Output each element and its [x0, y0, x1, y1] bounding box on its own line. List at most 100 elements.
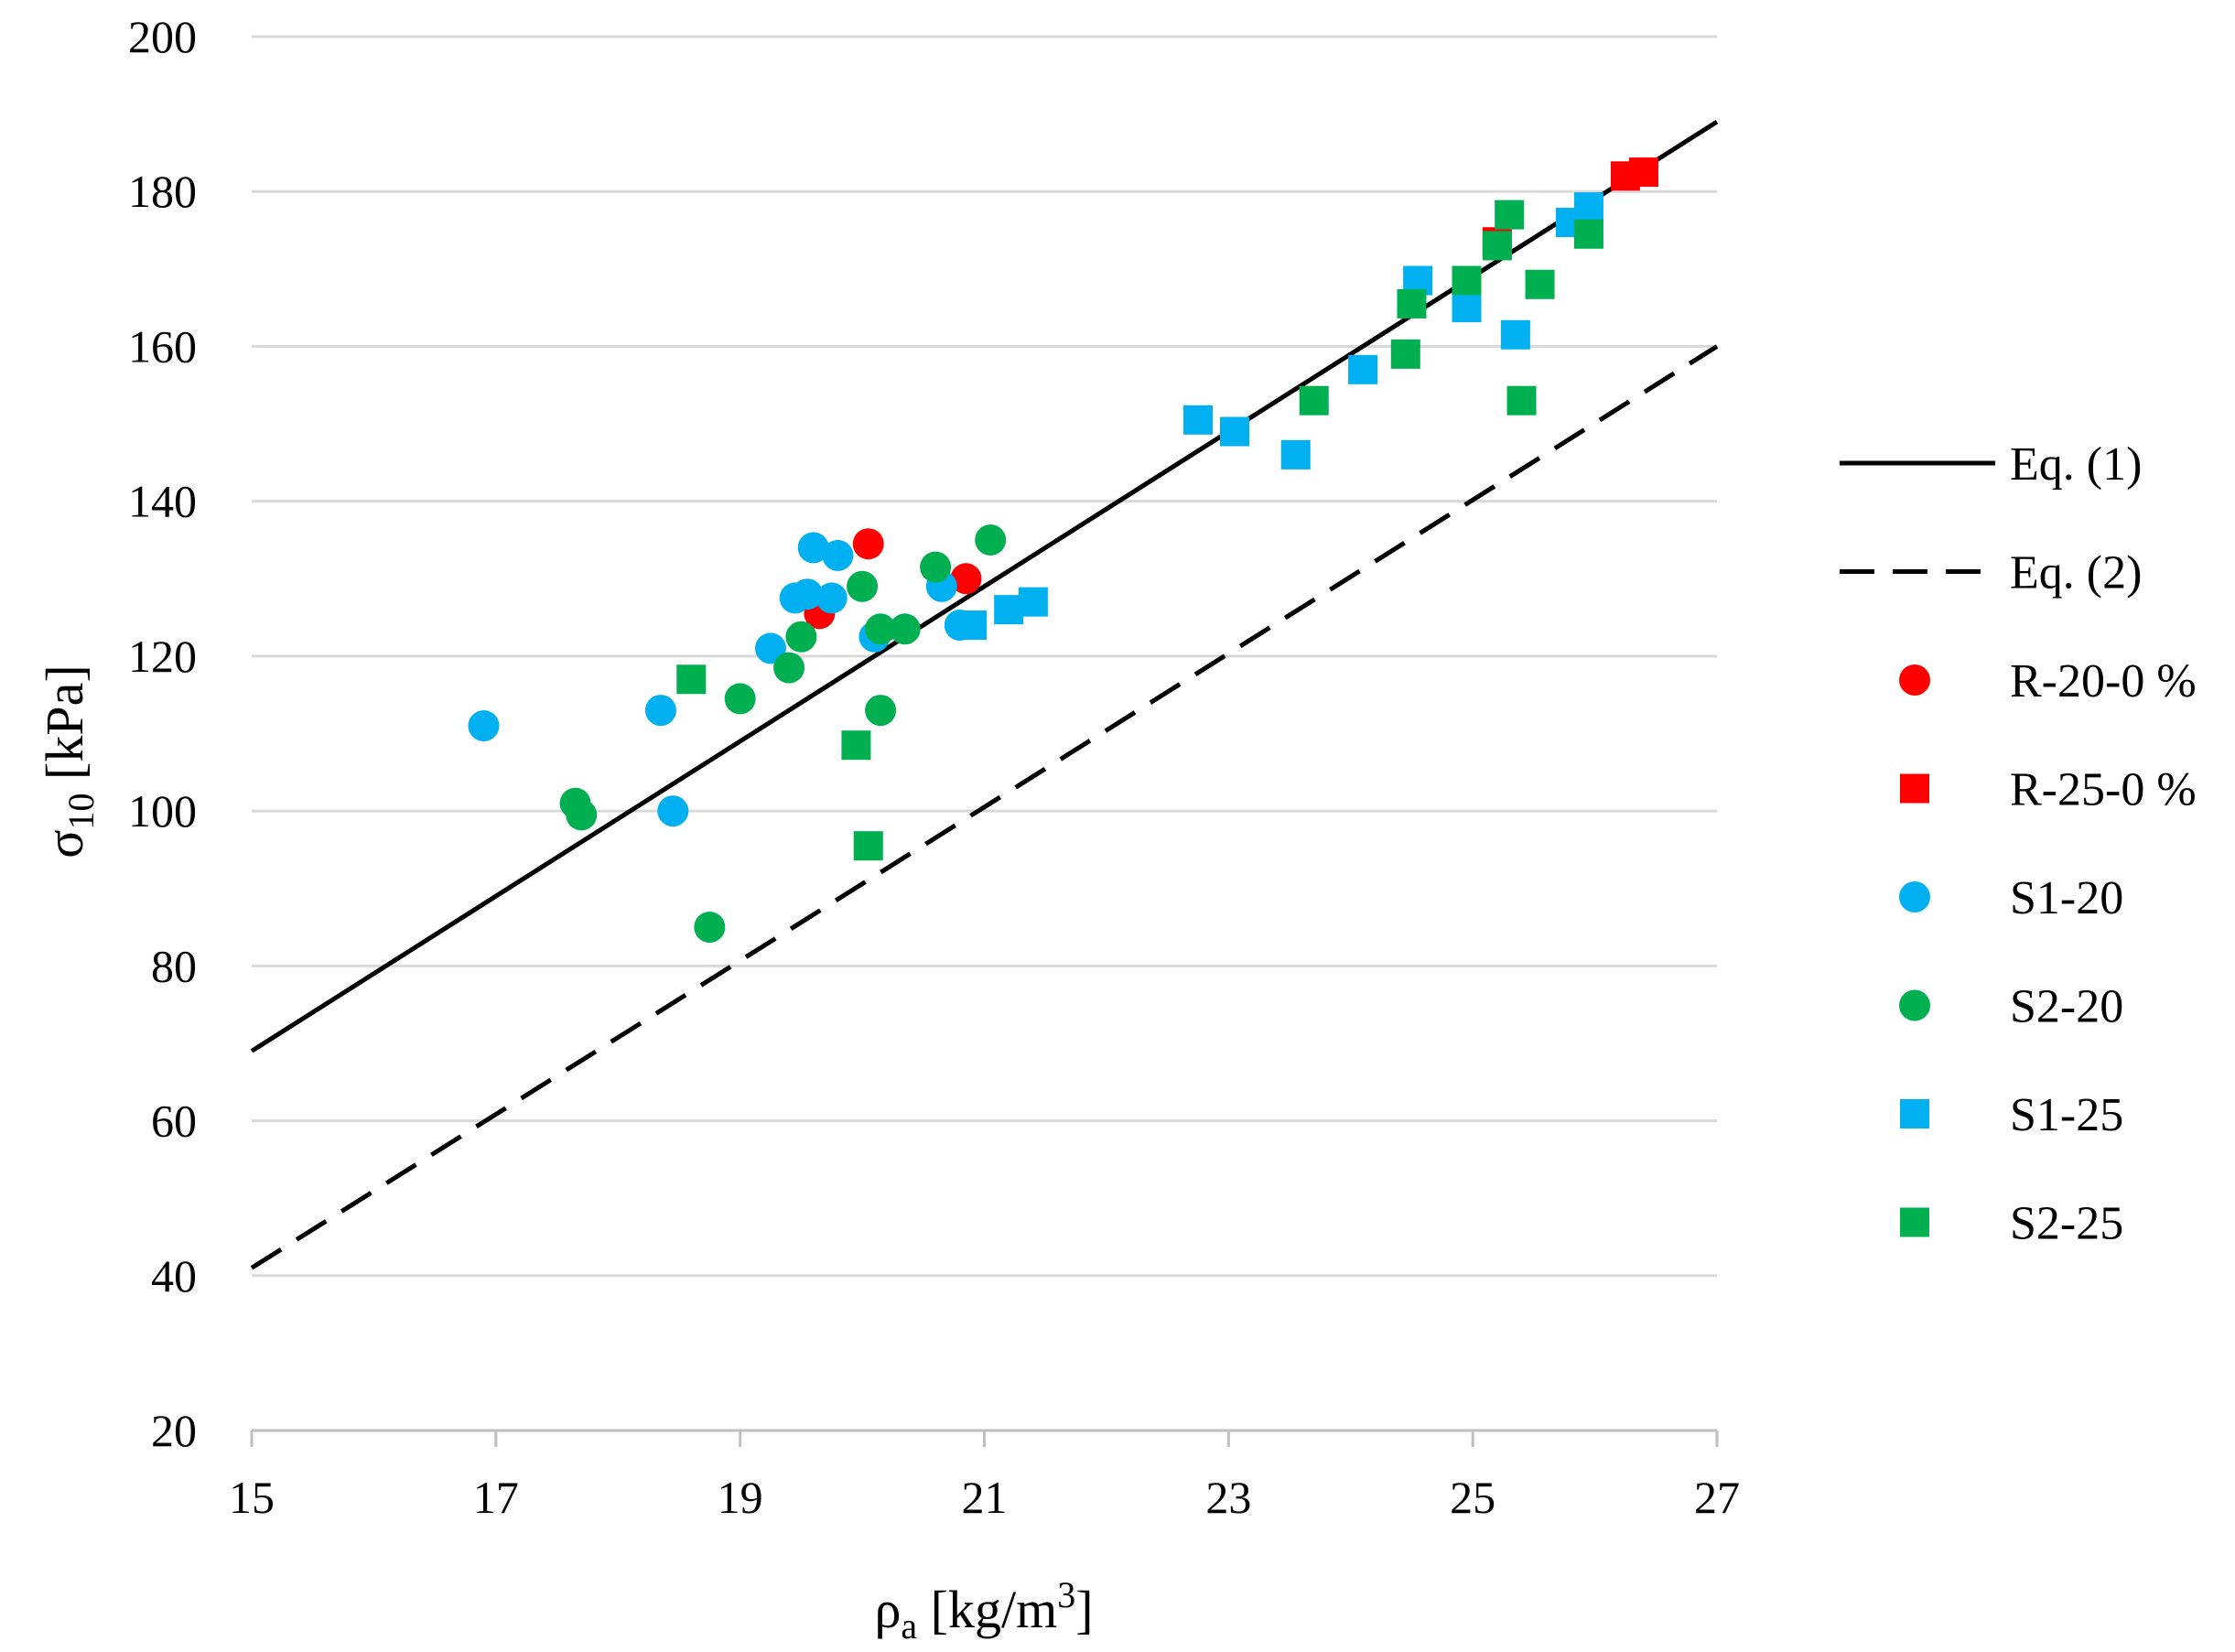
eq-line-2: [250, 344, 1719, 1270]
point-s1-25: [994, 595, 1024, 625]
y-tick-label: 60: [151, 1096, 197, 1147]
legend-item: R-25-0 %: [1900, 764, 2197, 816]
legend-circle-swatch: [1899, 664, 1930, 696]
point-s2-25: [1495, 200, 1525, 230]
axes: [250, 1429, 1719, 1447]
legend-circle-swatch: [1899, 881, 1930, 912]
point-s2-25: [676, 664, 707, 695]
legend-square-swatch: [1900, 1099, 1929, 1128]
legend-item: S1-20: [1899, 872, 2123, 924]
legend-label: S2-25: [2010, 1198, 2123, 1250]
x-tick-label: 19: [718, 1472, 763, 1523]
y-tick-label: 100: [128, 785, 197, 837]
legend-circle-swatch: [1899, 989, 1930, 1021]
point-s2-20: [975, 524, 1007, 556]
point-s1-20: [822, 539, 854, 571]
y-axis-title: σ10 [kPa]: [35, 664, 102, 858]
x-axis-title-unit: [kg/m: [917, 1580, 1057, 1639]
point-s1-20: [468, 710, 500, 742]
point-s2-20: [865, 695, 897, 727]
equation-lines: [250, 119, 1719, 1270]
y-tick-label: 40: [151, 1250, 197, 1301]
y-axis-title-main: σ: [35, 829, 94, 858]
point-s1-20: [755, 632, 787, 664]
point-r-25-0: [1628, 157, 1658, 188]
point-s1-25: [1280, 439, 1311, 470]
point-s2-20: [889, 613, 921, 645]
point-s2-20: [865, 613, 897, 645]
legend-item: Eq. (2): [1840, 547, 2142, 599]
point-s1-25: [1348, 354, 1378, 384]
point-s2-25: [1482, 231, 1512, 261]
point-s1-20: [797, 532, 829, 564]
x-axis-title: ρa [kg/m3]: [874, 1574, 1093, 1647]
point-s2-20: [773, 652, 805, 684]
legend-square-swatch: [1900, 773, 1929, 804]
x-tick-label: 15: [229, 1472, 275, 1523]
point-s1-20: [657, 795, 689, 827]
legend-label: S2-20: [2010, 981, 2123, 1033]
legend-label: S1-20: [2010, 872, 2123, 924]
x-tick-label: 23: [1205, 1472, 1251, 1523]
y-tick-label: 120: [128, 631, 197, 682]
point-s2-25: [853, 831, 883, 861]
point-s2-25: [1525, 269, 1555, 299]
x-tick-label: 21: [962, 1472, 1008, 1523]
y-axis-title-unit: [kPa]: [35, 664, 94, 793]
point-s1-20: [815, 582, 848, 614]
y-tick-label: 80: [151, 940, 197, 991]
y-tick-label: 200: [128, 11, 197, 62]
legend-item: S2-25: [1900, 1198, 2123, 1250]
legend-item: R-20-0 %: [1899, 655, 2197, 707]
legend-label: S1-25: [2010, 1089, 2123, 1141]
point-s1-25: [1182, 405, 1213, 435]
point-s2-25: [841, 730, 871, 761]
grid-lines: [252, 35, 1717, 1278]
point-s2-25: [1397, 288, 1427, 319]
y-tick-label: 20: [151, 1405, 197, 1456]
x-tick-label: 27: [1694, 1472, 1740, 1523]
point-s2-20: [566, 799, 598, 831]
legend-square-swatch: [1900, 1207, 1929, 1237]
legend-label: Eq. (1): [2010, 438, 2142, 491]
point-s1-25: [1018, 587, 1048, 617]
y-tick-label: 140: [128, 476, 197, 527]
point-s1-25: [1500, 319, 1530, 350]
point-s2-25: [1506, 385, 1537, 416]
legend-label: Eq. (2): [2010, 547, 2142, 599]
point-s2-25: [1452, 265, 1482, 296]
x-tick-labels: 15 17 19 21 23 25 27: [229, 1472, 1740, 1523]
point-s2-20: [920, 551, 952, 583]
y-tick-label: 160: [128, 320, 197, 372]
legend-item: S1-25: [1900, 1089, 2123, 1141]
legend-item: Eq. (1): [1840, 438, 2142, 491]
point-s1-20: [644, 695, 676, 727]
point-s2-25: [1390, 339, 1420, 369]
x-axis-title-main: ρ: [874, 1580, 901, 1639]
legend: Eq. (1) Eq. (2) R-20-0 % R-25-0 % S1-20 S2-20…: [1840, 438, 2197, 1250]
point-s2-20: [694, 912, 726, 944]
legend-label: R-25-0 %: [2010, 764, 2197, 816]
point-s2-25: [1573, 219, 1603, 249]
eq-line-1: [250, 119, 1719, 1053]
legend-label: R-20-0 %: [2010, 655, 2197, 707]
data-points: [468, 157, 1658, 944]
x-tick-label: 25: [1450, 1472, 1495, 1523]
x-axis-title-sup: 3: [1057, 1574, 1075, 1615]
point-s1-25: [1452, 293, 1482, 323]
x-axis-title-sub: a: [901, 1605, 917, 1647]
point-s2-25: [1299, 385, 1329, 416]
y-tick-label: 180: [128, 166, 197, 217]
point-s2-20: [724, 683, 756, 715]
x-tick-label: 17: [473, 1472, 519, 1523]
point-s1-20: [792, 578, 824, 610]
point-s1-25: [957, 610, 988, 641]
point-s2-20: [785, 621, 817, 653]
point-s1-25: [1573, 192, 1603, 222]
legend-item: S2-20: [1899, 981, 2123, 1033]
point-r-20-0: [852, 528, 884, 560]
x-axis-title-close: ]: [1075, 1580, 1093, 1639]
point-r-20-0: [950, 563, 982, 595]
point-s2-20: [847, 570, 879, 602]
